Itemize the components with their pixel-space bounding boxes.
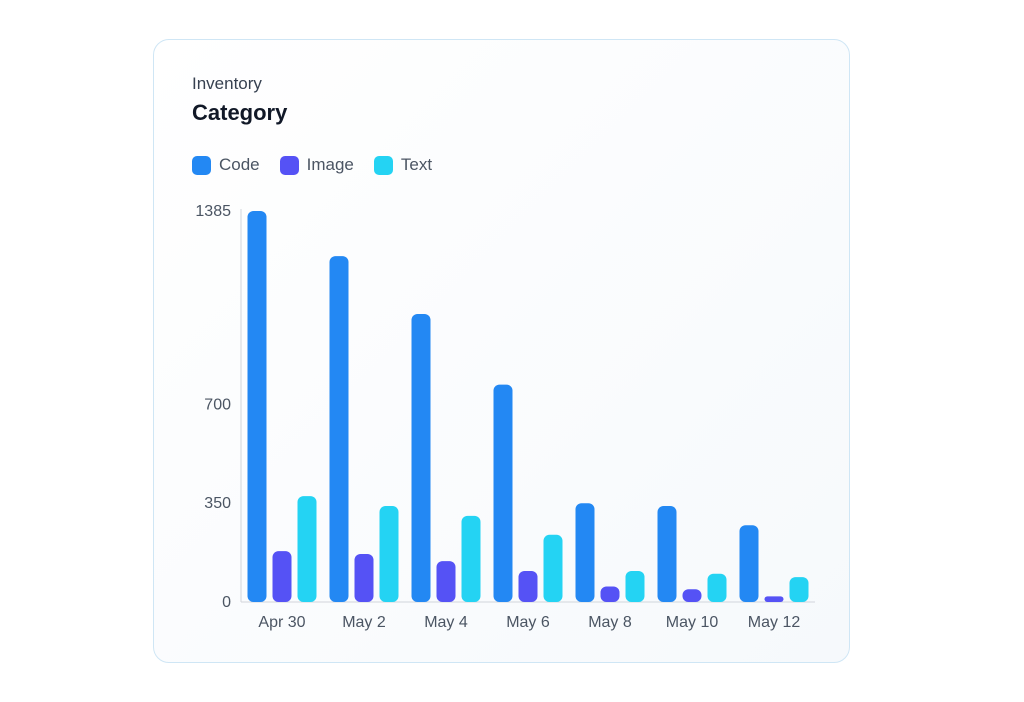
x-tick-label: May 2 xyxy=(342,614,386,631)
bar-code xyxy=(739,525,759,602)
bar-text xyxy=(543,534,563,602)
legend-label-text: Text xyxy=(400,155,433,174)
card-title: Category xyxy=(192,100,288,125)
y-tick-label: 1385 xyxy=(195,203,231,220)
bar-code xyxy=(493,384,513,602)
legend-swatch-image xyxy=(279,155,299,175)
x-tick-label: May 10 xyxy=(666,614,719,631)
x-tick-label: May 12 xyxy=(748,614,801,631)
bar-code xyxy=(247,211,267,602)
x-tick-label: May 8 xyxy=(588,614,632,631)
y-tick-label: 700 xyxy=(204,396,231,413)
bar-image xyxy=(518,570,538,602)
legend-item-code[interactable]: Code xyxy=(192,155,260,175)
legend-swatch-text xyxy=(373,155,393,175)
y-tick-label: 350 xyxy=(204,495,231,512)
x-tick-label: May 6 xyxy=(506,614,550,631)
bar-image xyxy=(600,586,620,602)
bar-image xyxy=(272,551,292,602)
bar-text xyxy=(707,573,727,602)
bar-image xyxy=(764,596,784,602)
bar-text xyxy=(379,506,399,602)
x-tick-label: Apr 30 xyxy=(258,614,305,631)
x-tick-label: May 4 xyxy=(424,614,468,631)
bar-text xyxy=(625,570,645,602)
bar-text xyxy=(461,515,481,602)
bar-text xyxy=(789,577,809,602)
legend-label-code: Code xyxy=(219,155,260,174)
bar-text xyxy=(297,496,317,602)
chart-legend: Code Image Text xyxy=(192,155,432,175)
bar-code xyxy=(657,506,677,602)
legend-item-text[interactable]: Text xyxy=(373,155,433,175)
legend-label-image: Image xyxy=(306,155,354,174)
card-subtitle: Inventory xyxy=(192,74,262,93)
legend-swatch-code xyxy=(192,155,211,175)
bar-code xyxy=(411,314,431,602)
bar-image xyxy=(682,589,702,602)
bar-code xyxy=(329,256,349,602)
bar-image xyxy=(354,554,374,602)
bar-image xyxy=(436,561,456,602)
legend-item-image[interactable]: Image xyxy=(279,155,354,175)
y-tick-label: 0 xyxy=(222,594,231,611)
bar-code xyxy=(575,503,595,602)
